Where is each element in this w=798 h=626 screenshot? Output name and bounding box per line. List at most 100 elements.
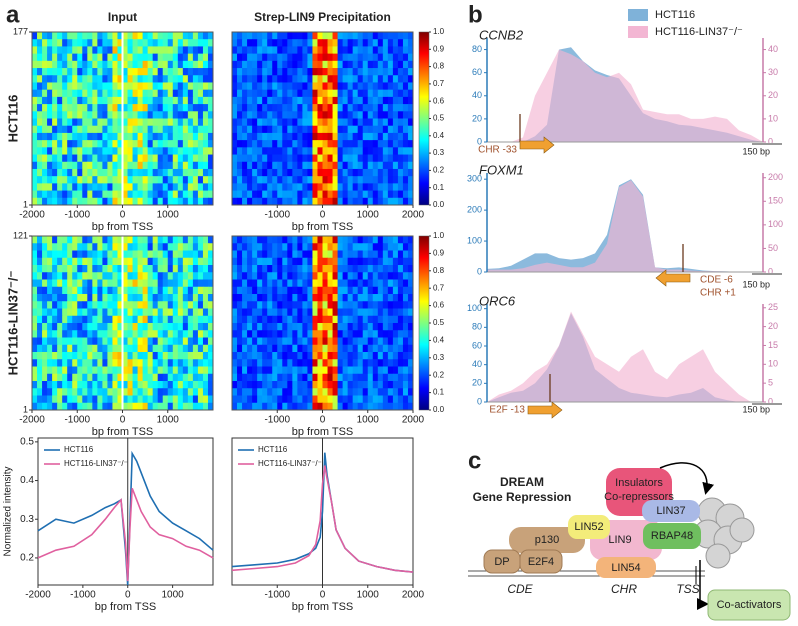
heatmap-cell (162, 111, 169, 119)
heatmap-cell (52, 82, 58, 91)
heatmap-cell (367, 154, 374, 163)
heatmap-cell (182, 154, 189, 163)
y2-tick-label: 20 (768, 90, 778, 100)
heatmap-cell (122, 286, 129, 295)
heatmap-cell (182, 395, 189, 404)
heatmap-cell (237, 359, 243, 367)
heatmap-cell (297, 39, 303, 47)
heatmap-cell (187, 388, 194, 396)
heatmap-cell (177, 344, 184, 353)
heatmap-cell (87, 111, 93, 119)
heatmap-cell (82, 330, 88, 338)
heatmap-cell (42, 301, 48, 309)
heatmap-cell (372, 46, 379, 55)
heatmap-cell (362, 68, 369, 76)
heatmap-cell (57, 104, 63, 112)
heatmap-cell (337, 32, 344, 40)
heatmap-cell (97, 286, 103, 295)
heatmap-cell (287, 147, 293, 156)
heatmap-cell (392, 104, 399, 112)
heatmap-cell (167, 111, 174, 119)
heatmap-cell (177, 161, 184, 170)
heatmap-cell (177, 60, 184, 69)
heatmap-cell (102, 190, 108, 199)
heatmap-cell (52, 257, 58, 266)
heatmap-cell (382, 301, 389, 309)
heatmap-cell (132, 168, 139, 177)
heatmap-cell (342, 147, 349, 156)
heatmap-cell (162, 250, 169, 259)
heatmap-cell (112, 53, 118, 62)
heatmap-cell (312, 236, 318, 244)
heatmap-cell (387, 140, 394, 148)
heatmap-cell (282, 68, 288, 76)
heatmap-cell (337, 104, 344, 112)
heatmap-cell (92, 286, 98, 295)
heatmap-cell (62, 132, 68, 141)
heatmap-cell (197, 323, 204, 331)
heatmap-cell (292, 250, 298, 259)
heatmap-cell (197, 366, 204, 375)
heatmap-cell (182, 366, 189, 375)
heatmap-cell (297, 190, 303, 199)
x-tick-label: 1000 (161, 590, 184, 601)
heatmap-cell (302, 183, 308, 192)
heatmap-cell (97, 323, 103, 331)
heatmap-cell (147, 39, 154, 47)
heatmap-cell (302, 147, 308, 156)
heatmap-cell (57, 111, 63, 119)
heatmap-cell (192, 132, 199, 141)
heatmap-cell (387, 183, 394, 192)
heatmap-cell (142, 272, 149, 280)
heatmap-cell (267, 197, 273, 206)
heatmap-cell (257, 118, 263, 127)
heatmap-cell (72, 39, 78, 47)
heatmap-cell (207, 154, 214, 163)
heatmap-cell (272, 125, 278, 134)
heatmap-cell (257, 243, 263, 251)
heatmap-cell (262, 359, 268, 367)
heatmap-cell (252, 190, 258, 199)
heatmap-cell (112, 236, 118, 244)
heatmap-cell (277, 272, 283, 280)
heatmap-cell (267, 125, 273, 134)
heatmap-cell (382, 250, 389, 259)
heatmap-cell (307, 301, 313, 309)
heatmap-cell (242, 250, 248, 259)
heatmap-cell (32, 250, 38, 259)
heatmap-cell (197, 395, 204, 404)
heatmap-cell (332, 337, 339, 346)
heatmap-cell (197, 402, 204, 411)
heatmap-cell (82, 32, 88, 40)
heatmap-cell (177, 337, 184, 346)
heatmap-cell (267, 330, 273, 338)
heatmap-cell (327, 125, 334, 134)
heatmap-cell (32, 308, 38, 317)
heatmap-cell (307, 265, 313, 273)
heatmap-cell (192, 68, 199, 76)
heatmap-cell (202, 132, 209, 141)
heatmap-cell (157, 279, 164, 288)
y2-tick-label: 30 (768, 67, 778, 77)
heatmap-cell (287, 359, 293, 367)
heatmap-cell (397, 168, 404, 177)
heatmap-cell (197, 373, 204, 382)
heatmap-cell (277, 154, 283, 163)
heatmap-cell (367, 236, 374, 244)
heatmap-cell (132, 104, 139, 112)
heatmap-cell (277, 294, 283, 302)
heatmap-cell (342, 197, 349, 206)
heatmap-cell (252, 388, 258, 396)
heatmap-cell (62, 330, 68, 338)
heatmap-cell (232, 111, 238, 119)
heatmap-cell (142, 168, 149, 177)
heatmap-cell (242, 183, 248, 192)
heatmap-cell (42, 315, 48, 324)
heatmap-cell (357, 395, 364, 404)
heatmap-cell (157, 183, 164, 192)
heatmap-cell (312, 257, 318, 266)
heatmap-cell (57, 301, 63, 309)
heatmap-cell (167, 104, 174, 112)
heatmap-cell (322, 330, 329, 338)
heatmap-cell (192, 46, 199, 55)
